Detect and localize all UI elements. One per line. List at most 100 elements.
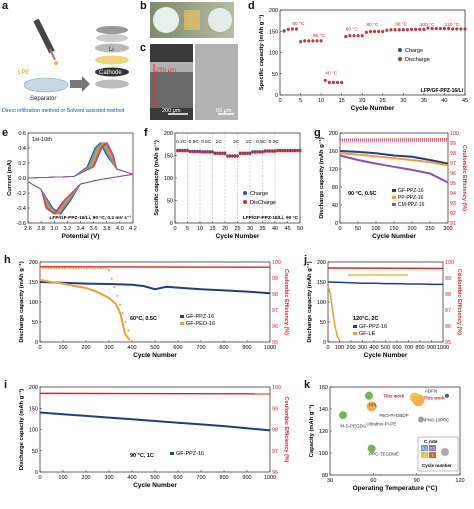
j-ytick-label: 100: [317, 300, 326, 306]
j-ylabel: Discharge capacity (mAh g⁻¹): [306, 261, 313, 342]
f-point: [294, 150, 297, 153]
e-xtick-label: 2.8: [37, 226, 45, 232]
panel-a: a LPE Separator Li Cathode Direct infilt…: [0, 0, 135, 120]
j-series-gf-ppz: [328, 282, 443, 284]
f-legend-charge: Charge: [250, 191, 268, 197]
thickness-label: 250 μm: [156, 68, 176, 74]
h-xtick-label: 300: [104, 345, 113, 351]
h-series-gf-ppz: [40, 282, 270, 293]
j-ytick-label: 150: [317, 280, 326, 286]
h-xtick-label: 600: [173, 345, 182, 351]
h-ce-peo-point: [91, 267, 93, 269]
e-ylabel: Current (mA): [7, 160, 13, 196]
f-point: [209, 151, 212, 154]
e-cell-label: LFP/GF-PPZ-16/Li, 90 °C, 0.2 mV s⁻¹: [50, 215, 132, 221]
j-y2tick-label: 100: [445, 260, 454, 266]
d-point: [324, 79, 327, 82]
k-point: [410, 393, 420, 403]
lpe-label: LPE: [18, 70, 29, 76]
k-ylabel: Capacity (mAh g⁻¹): [308, 405, 315, 458]
d-ytick-label: 50: [272, 72, 278, 78]
h-ce-peo-point: [116, 295, 118, 297]
e-ytick-label: -0.4: [17, 206, 26, 212]
separator-label: Separator: [30, 96, 56, 102]
e-cv-curve: [28, 143, 133, 214]
d-point: [353, 34, 356, 37]
j-xtick-label: 100: [335, 345, 344, 351]
f-cell-label: LFP/GF-PPZ-16/Li, 90 °C: [243, 215, 299, 221]
k-crate-value: 0.2: [422, 447, 427, 451]
arrow-icon: [70, 76, 90, 92]
h-ce-peo-point: [53, 267, 55, 269]
f-xlabel: Cycle Number: [216, 233, 260, 240]
i-xtick-label: 200: [81, 475, 90, 481]
e-range-label: 1st-10th: [32, 137, 52, 143]
h-ytick-label: 100: [29, 300, 38, 306]
panel-label-h: h: [4, 254, 11, 266]
f-point: [249, 152, 252, 155]
k-point: [445, 394, 449, 398]
k-point-label: M-S-PEGDA: [340, 423, 366, 428]
e-ytick-label: 0.2: [18, 161, 26, 167]
e-xlabel: Potential (V): [62, 233, 100, 240]
h-ce-peo-point: [80, 267, 82, 269]
d-xtick-label: 25: [380, 98, 386, 104]
i-xtick-label: 0: [38, 475, 41, 481]
i-ytick-label: 200: [29, 385, 38, 391]
h-legend-item: GF-PPZ-16: [186, 314, 214, 320]
g-ytick-label: 120: [329, 167, 338, 173]
e-cv-curve: [28, 143, 133, 214]
j-y2tick-label: 99: [445, 276, 451, 282]
k-ytick-label: 120: [319, 429, 328, 435]
d-point: [385, 29, 388, 32]
i-xtick-label: 300: [104, 475, 113, 481]
k-xlabel: Operating Temperature (°C): [353, 484, 438, 492]
e-frame: [28, 133, 133, 223]
h-ce-peo-point: [83, 267, 85, 269]
e-xtick-label: 4.0: [116, 226, 124, 232]
h-ce-peo-point: [42, 267, 44, 269]
photo-b: [140, 0, 235, 40]
j-y2tick-label: 95: [445, 340, 451, 346]
i-ytick-label: 50: [32, 449, 38, 455]
h-ce-peo-point: [94, 267, 96, 269]
i-xtick-label: 800: [219, 475, 228, 481]
h-xtick-label: 500: [150, 345, 159, 351]
h-xtick-label: 900: [242, 345, 251, 351]
h-xtick-label: 100: [58, 345, 67, 351]
method-caption: Direct infiltration method or Solvent as…: [2, 108, 125, 114]
d-point: [398, 28, 401, 31]
i-legend-marker: [170, 452, 174, 455]
d-xtick-label: 10: [318, 98, 324, 104]
g-y2tick-label: 100: [450, 131, 459, 137]
d-point: [390, 28, 393, 31]
d-point: [373, 30, 376, 33]
d-point: [459, 28, 462, 31]
k-point-label: ADFN: [425, 388, 437, 393]
i-series-gf-ppz: [40, 413, 270, 431]
f-ylabel: Specific capacity (mAh g⁻¹): [153, 140, 160, 216]
f-ytick-label: 100: [164, 176, 173, 182]
h-ce-peo-point: [119, 304, 121, 306]
i-xtick-label: 500: [150, 475, 159, 481]
h-ce-peo-point: [67, 267, 69, 269]
f-rate-label: 2C: [233, 139, 240, 145]
e-cv-curve: [28, 143, 133, 214]
d-point: [287, 28, 290, 31]
h-y2tick-label: 95: [272, 340, 278, 346]
h-xlabel: Cycle Number: [133, 352, 177, 359]
f-point: [186, 150, 189, 153]
g-y2tick-label: 97: [450, 161, 456, 167]
j-legend-marker: [353, 332, 357, 335]
i-xtick-label: 600: [173, 475, 182, 481]
membrane-photo-2: [184, 10, 200, 30]
k-crate-value: 0.5: [430, 447, 435, 451]
e-cv-curve: [28, 143, 133, 214]
i-xtick-label: 700: [196, 475, 205, 481]
d-point: [414, 28, 417, 31]
k-xtick-label: 90: [414, 478, 420, 484]
j-condition: 120°C, 2C: [353, 316, 378, 322]
